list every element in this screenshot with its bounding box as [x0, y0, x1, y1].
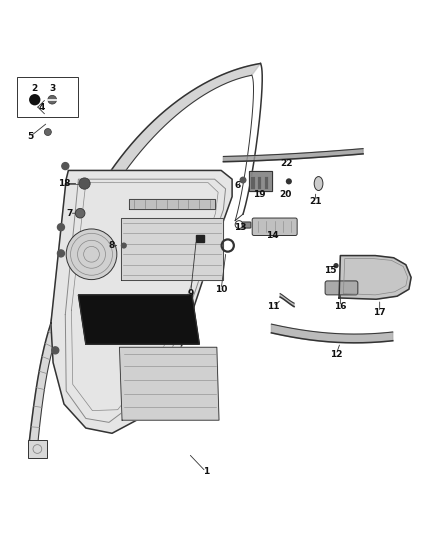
Text: 14: 14: [266, 231, 279, 240]
Polygon shape: [121, 219, 223, 280]
Bar: [251, 176, 255, 189]
Text: 13: 13: [234, 223, 246, 232]
Circle shape: [75, 208, 85, 218]
Polygon shape: [272, 324, 393, 343]
Text: 16: 16: [334, 302, 346, 311]
Circle shape: [240, 176, 247, 183]
Circle shape: [333, 263, 339, 268]
Text: 12: 12: [330, 350, 342, 359]
Bar: [17, 77, 78, 117]
Ellipse shape: [314, 176, 323, 190]
Circle shape: [48, 95, 57, 104]
Bar: [257, 176, 261, 189]
Bar: [264, 176, 268, 189]
Text: 9: 9: [187, 289, 194, 298]
Text: 18: 18: [58, 179, 70, 188]
Circle shape: [79, 178, 90, 189]
Circle shape: [52, 347, 59, 354]
Circle shape: [57, 224, 64, 231]
Circle shape: [286, 179, 292, 184]
Polygon shape: [78, 295, 199, 344]
Text: 11: 11: [267, 302, 280, 311]
Text: 22: 22: [280, 159, 293, 168]
FancyBboxPatch shape: [325, 281, 358, 295]
Polygon shape: [51, 63, 261, 330]
FancyBboxPatch shape: [252, 218, 297, 236]
Text: 10: 10: [215, 285, 227, 294]
Circle shape: [66, 229, 117, 280]
Text: 3: 3: [49, 84, 55, 93]
Polygon shape: [280, 294, 294, 306]
Bar: [28, 440, 47, 458]
Circle shape: [29, 94, 40, 106]
Circle shape: [44, 128, 51, 135]
Polygon shape: [196, 235, 204, 242]
Circle shape: [62, 163, 69, 169]
Text: 20: 20: [279, 190, 292, 199]
Text: 6: 6: [234, 181, 240, 190]
Polygon shape: [130, 199, 215, 209]
Circle shape: [121, 243, 127, 248]
Polygon shape: [339, 256, 411, 299]
Text: 21: 21: [309, 197, 321, 206]
Text: 7: 7: [67, 209, 73, 218]
Text: 2: 2: [32, 84, 38, 93]
Polygon shape: [29, 323, 60, 443]
Circle shape: [57, 250, 64, 257]
Text: 17: 17: [373, 308, 386, 317]
Polygon shape: [223, 149, 363, 161]
Text: 4: 4: [39, 103, 46, 111]
Text: 19: 19: [253, 190, 265, 199]
Text: 5: 5: [27, 132, 34, 141]
Text: 8: 8: [109, 241, 115, 250]
Polygon shape: [120, 348, 219, 420]
Polygon shape: [249, 171, 272, 191]
FancyBboxPatch shape: [242, 222, 251, 228]
Polygon shape: [51, 171, 232, 433]
Text: 1: 1: [203, 467, 209, 476]
Text: 15: 15: [324, 266, 336, 276]
